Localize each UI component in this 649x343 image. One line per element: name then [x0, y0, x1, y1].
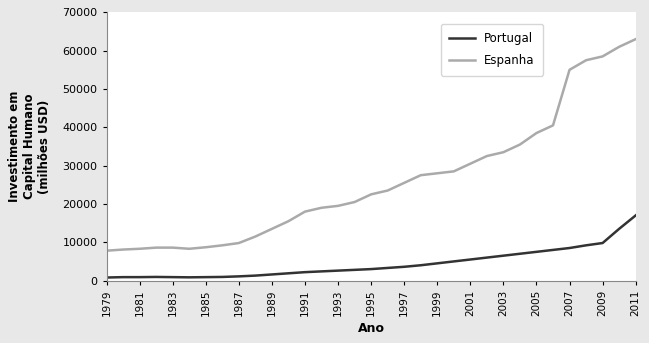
Portugal [400, 265, 408, 269]
Portugal [516, 252, 524, 256]
Portugal [631, 213, 639, 217]
Portugal [566, 246, 574, 250]
Portugal [186, 275, 193, 280]
Portugal [136, 275, 143, 279]
Portugal [384, 266, 391, 270]
Espanha [566, 68, 574, 72]
Portugal [450, 259, 458, 263]
Portugal [549, 248, 557, 252]
Line: Espanha: Espanha [106, 39, 635, 251]
Espanha [202, 245, 210, 249]
Espanha [136, 247, 143, 251]
Espanha [450, 169, 458, 174]
Espanha [186, 247, 193, 251]
Portugal [317, 269, 325, 273]
X-axis label: Ano: Ano [358, 322, 385, 335]
Portugal [582, 243, 590, 247]
Espanha [235, 241, 243, 245]
Portugal [103, 275, 110, 280]
Espanha [549, 123, 557, 128]
Espanha [500, 150, 508, 154]
Portugal [467, 258, 474, 262]
Portugal [367, 267, 375, 271]
Y-axis label: Investimento em
Capital Humano
(milhões USD): Investimento em Capital Humano (milhões … [8, 91, 51, 202]
Portugal [219, 275, 227, 279]
Portugal [119, 275, 127, 279]
Espanha [153, 246, 160, 250]
Line: Portugal: Portugal [106, 215, 635, 277]
Portugal [334, 269, 342, 273]
Espanha [169, 246, 177, 250]
Espanha [582, 58, 590, 62]
Legend: Portugal, Espanha: Portugal, Espanha [441, 24, 543, 75]
Espanha [103, 249, 110, 253]
Espanha [367, 192, 375, 197]
Espanha [301, 210, 309, 214]
Espanha [284, 219, 292, 223]
Espanha [434, 171, 441, 175]
Espanha [400, 181, 408, 185]
Portugal [235, 274, 243, 279]
Portugal [500, 253, 508, 258]
Espanha [119, 248, 127, 252]
Portugal [252, 274, 260, 278]
Portugal [434, 261, 441, 265]
Espanha [599, 54, 607, 58]
Portugal [417, 263, 424, 267]
Espanha [615, 45, 623, 49]
Portugal [268, 272, 276, 276]
Espanha [350, 200, 358, 204]
Espanha [317, 206, 325, 210]
Espanha [516, 142, 524, 146]
Espanha [467, 162, 474, 166]
Portugal [350, 268, 358, 272]
Espanha [219, 243, 227, 247]
Portugal [284, 271, 292, 275]
Portugal [483, 256, 491, 260]
Espanha [631, 37, 639, 41]
Portugal [301, 270, 309, 274]
Espanha [268, 227, 276, 231]
Espanha [334, 204, 342, 208]
Espanha [533, 131, 541, 135]
Portugal [533, 250, 541, 254]
Espanha [252, 235, 260, 239]
Portugal [202, 275, 210, 279]
Espanha [384, 188, 391, 192]
Portugal [615, 227, 623, 231]
Portugal [599, 241, 607, 245]
Portugal [169, 275, 177, 279]
Portugal [153, 275, 160, 279]
Espanha [483, 154, 491, 158]
Espanha [417, 173, 424, 177]
